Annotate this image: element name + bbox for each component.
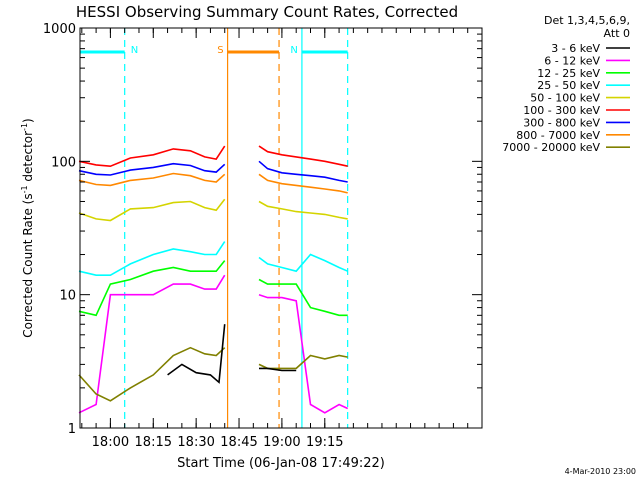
series-line bbox=[258, 278, 348, 317]
series-line bbox=[78, 274, 226, 414]
series-lines bbox=[78, 145, 349, 414]
legend-entry-label: 300 - 800 keV bbox=[523, 116, 600, 129]
flag-label: S bbox=[217, 45, 223, 56]
legend-entry-label: 6 - 12 keV bbox=[544, 54, 600, 67]
x-tick-label: 18:30 bbox=[177, 435, 214, 450]
series-line bbox=[78, 260, 226, 317]
series-line bbox=[258, 160, 348, 183]
series-line bbox=[258, 145, 348, 167]
series-line bbox=[78, 346, 226, 402]
legend-entry-label: 800 - 7000 keV bbox=[516, 129, 600, 142]
series-line bbox=[258, 293, 349, 414]
chart-title: HESSI Observing Summary Count Rates, Cor… bbox=[76, 3, 458, 21]
series-line bbox=[258, 200, 348, 220]
x-tick-label: 18:45 bbox=[220, 435, 257, 450]
x-tick-label: 19:15 bbox=[306, 435, 343, 450]
y-tick-label: 1000 bbox=[43, 22, 76, 37]
legend-header-line1: Det 1,3,4,5,6,9, bbox=[544, 14, 630, 27]
series-line bbox=[258, 253, 349, 273]
date-stamp: 4-Mar-2010 23:00 bbox=[565, 467, 636, 476]
x-tick-label: 18:15 bbox=[135, 435, 172, 450]
legend-entry-label: 7000 - 20000 keV bbox=[502, 141, 600, 154]
y-axis-label: Corrected Count Rate (s-1 detector-1) bbox=[20, 118, 35, 337]
series-line bbox=[167, 324, 226, 384]
flag-label: N bbox=[290, 45, 297, 56]
legend-entry-label: 50 - 100 keV bbox=[530, 92, 600, 105]
series-line bbox=[78, 172, 226, 187]
series-line bbox=[78, 162, 226, 176]
legend-entry-label: 100 - 300 keV bbox=[523, 104, 600, 117]
y-tick-label: 100 bbox=[51, 155, 76, 170]
legend-entry-label: 3 - 6 keV bbox=[551, 42, 600, 55]
series-line bbox=[78, 145, 226, 168]
x-tick-label: 19:00 bbox=[263, 435, 300, 450]
x-axis-ticks: 18:00 18:15 18:30 18:45 19:00 19:15 bbox=[81, 28, 483, 450]
series-line bbox=[258, 173, 348, 194]
x-tick-label: 18:00 bbox=[92, 435, 129, 450]
series-line bbox=[78, 241, 226, 277]
x-axis-label: Start Time (06-Jan-08 17:49:22) bbox=[177, 456, 385, 471]
series-line bbox=[78, 198, 226, 222]
legend-entry-label: 25 - 50 keV bbox=[537, 79, 600, 92]
legend-header-line2: Att 0 bbox=[604, 27, 630, 40]
observing-flags: N NS bbox=[80, 45, 348, 56]
flag-label: N bbox=[131, 45, 138, 56]
series-line bbox=[259, 367, 297, 372]
plot-frame bbox=[79, 27, 483, 429]
y-tick-label: 10 bbox=[59, 289, 76, 304]
y-tick-label: 1 bbox=[68, 422, 76, 437]
interval-markers bbox=[124, 28, 349, 428]
y-axis-ticks: 1 10 100 1000 bbox=[43, 22, 482, 437]
legend-entry-label: 12 - 25 keV bbox=[537, 67, 600, 80]
